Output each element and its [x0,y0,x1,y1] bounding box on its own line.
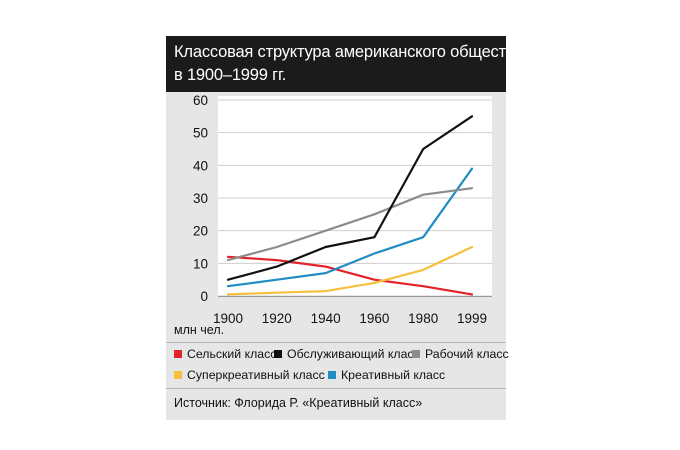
chart-title-line-1: Классовая структура американского общест… [174,43,524,61]
series-line-creative [226,167,474,288]
legend-label-supercreative: Суперкреативный класс [187,368,325,382]
series-line-supercreative [226,245,474,296]
y-unit-label: млн чел. [174,323,225,337]
y-tick-label: 50 [193,126,208,141]
y-tick-label: 10 [193,256,208,271]
legend-divider [166,342,506,343]
chart-card: Классовая структура американского общест… [166,36,524,420]
y-tick-label: 30 [193,191,208,206]
line-chart: 0 10 20 30 40 50 60 1900 1920 1940 1960 1980 1999 [193,93,492,326]
legend-swatch-service [274,350,282,358]
x-tick-label: 1999 [457,311,487,326]
x-tick-label: 1900 [213,311,243,326]
legend-swatch-creative [328,371,336,379]
chart-title: Классовая структура американского общест… [166,36,524,92]
legend-item-working: Рабочий класс [412,346,509,362]
legend-item-service: Обслуживающий класс [274,346,420,362]
plot-area [218,96,492,296]
x-tick-label: 1960 [359,311,389,326]
series-line-rural [226,255,474,296]
legend-label-creative: Креативный класс [341,368,446,382]
legend-item-rural: Сельский класс [174,346,276,362]
legend-item-creative: Креативный класс [328,367,445,383]
legend-swatch-rural [174,350,182,358]
x-tick-label: 1940 [311,311,341,326]
legend-label-rural: Сельский класс [187,347,277,361]
x-tick-label: 1920 [262,311,292,326]
legend-swatch-working [412,350,420,358]
source-note: Источник: Флорида Р. «Креативный класс» [174,396,423,410]
source-divider [166,388,506,389]
legend-label-service: Обслуживающий класс [287,347,420,361]
chart-title-line-2: в 1900–1999 гг. [174,66,287,84]
series-line-service [226,115,474,281]
legend-swatch-supercreative [174,371,182,379]
y-tick-label: 20 [193,224,208,239]
series-line-working [226,187,474,262]
legend-label-working: Рабочий класс [425,347,509,361]
y-tick-label: 0 [200,289,208,304]
legend-item-supercreative: Суперкреативный класс [174,367,325,383]
x-tick-label: 1980 [408,311,438,326]
y-tick-label: 60 [193,93,208,108]
y-tick-label: 40 [193,158,208,173]
